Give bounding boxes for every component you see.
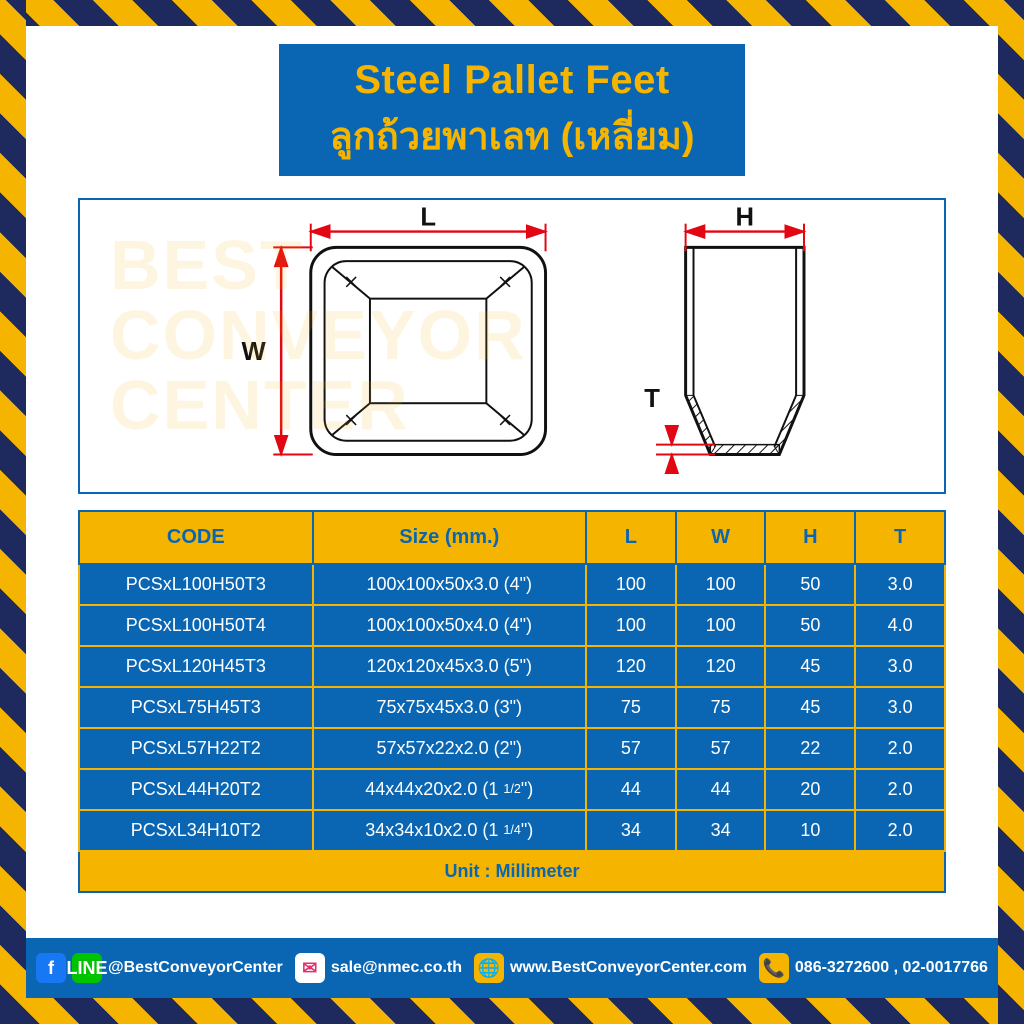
table-cell: 120 [586, 646, 676, 687]
table-cell: 57 [586, 728, 676, 769]
table-cell: 100 [586, 605, 676, 646]
phone-icon: 📞 [759, 953, 789, 983]
globe-icon: 🌐 [474, 953, 504, 983]
table-cell: 2.0 [855, 810, 945, 851]
table-header: T [855, 511, 945, 564]
unit-row: Unit : Millimeter [79, 851, 945, 892]
content-area: Steel Pallet Feet ลูกถ้วยพาเลท (เหลี่ยม)… [26, 26, 998, 998]
footer-email: ✉ sale@nmec.co.th [295, 953, 462, 983]
spec-table: CODESize (mm.)LWHT PCSxL100H50T3100x100x… [78, 510, 946, 893]
table-cell: PCSxL44H20T2 [79, 769, 313, 810]
title-line2: ลูกถ้วยพาเลท (เหลี่ยม) [329, 105, 694, 166]
table-cell: 44x44x20x2.0 (1 1/2") [313, 769, 586, 810]
table-cell: 34 [676, 810, 766, 851]
table-cell: 45 [765, 687, 855, 728]
table-cell: PCSxL120H45T3 [79, 646, 313, 687]
table-row: PCSxL75H45T375x75x45x3.0 (3")7575453.0 [79, 687, 945, 728]
table-cell: 75 [676, 687, 766, 728]
table-row: PCSxL44H20T244x44x20x2.0 (1 1/2")4444202… [79, 769, 945, 810]
table-header: CODE [79, 511, 313, 564]
social-handle: @BestConveyorCenter [108, 959, 283, 977]
table-cell: 100 [676, 605, 766, 646]
table-cell: 50 [765, 605, 855, 646]
table-cell: PCSxL57H22T2 [79, 728, 313, 769]
table-row: PCSxL100H50T4100x100x50x4.0 (4")10010050… [79, 605, 945, 646]
table-cell: 120 [676, 646, 766, 687]
footer-phone: 📞 086-3272600 , 02-0017766 [759, 953, 988, 983]
table-cell: 34 [586, 810, 676, 851]
label-H: H [736, 204, 755, 232]
table-header: Size (mm.) [313, 511, 586, 564]
website-text: www.BestConveyorCenter.com [510, 959, 747, 977]
title-line1: Steel Pallet Feet [329, 58, 694, 103]
mail-icon: ✉ [295, 953, 325, 983]
table-cell: 57x57x22x2.0 (2") [313, 728, 586, 769]
table-cell: 22 [765, 728, 855, 769]
table-cell: 100x100x50x4.0 (4") [313, 605, 586, 646]
table-cell: PCSxL75H45T3 [79, 687, 313, 728]
table-cell: 100 [586, 564, 676, 605]
table-cell: 2.0 [855, 769, 945, 810]
footer-bar: f LINE @BestConveyorCenter ✉ sale@nmec.c… [26, 938, 998, 998]
table-cell: 120x120x45x3.0 (5") [313, 646, 586, 687]
email-text: sale@nmec.co.th [331, 959, 462, 977]
table-cell: 34x34x10x2.0 (1 1/4") [313, 810, 586, 851]
title-box: Steel Pallet Feet ลูกถ้วยพาเลท (เหลี่ยม) [279, 44, 744, 176]
table-cell: PCSxL100H50T4 [79, 605, 313, 646]
table-cell: 75x75x45x3.0 (3") [313, 687, 586, 728]
table-cell: 100x100x50x3.0 (4") [313, 564, 586, 605]
table-row: PCSxL120H45T3120x120x45x3.0 (5")12012045… [79, 646, 945, 687]
table-header-row: CODESize (mm.)LWHT [79, 511, 945, 564]
table-cell: 3.0 [855, 646, 945, 687]
table-header: L [586, 511, 676, 564]
unit-label: Unit : Millimeter [79, 851, 945, 892]
table-cell: 44 [676, 769, 766, 810]
line-icon: LINE [72, 953, 102, 983]
label-T: T [644, 385, 660, 413]
table-cell: 50 [765, 564, 855, 605]
phone-text: 086-3272600 , 02-0017766 [795, 959, 988, 977]
table-cell: 3.0 [855, 687, 945, 728]
table-cell: 44 [586, 769, 676, 810]
diagram-panel: BEST CONVEYOR CENTER [78, 198, 946, 494]
table-cell: 3.0 [855, 564, 945, 605]
table-cell: 10 [765, 810, 855, 851]
table-header: W [676, 511, 766, 564]
table-cell: 2.0 [855, 728, 945, 769]
table-row: PCSxL100H50T3100x100x50x3.0 (4")10010050… [79, 564, 945, 605]
facebook-icon: f [36, 953, 66, 983]
table-cell: 4.0 [855, 605, 945, 646]
footer-social: f LINE @BestConveyorCenter [36, 953, 283, 983]
table-cell: PCSxL100H50T3 [79, 564, 313, 605]
table-header: H [765, 511, 855, 564]
table-cell: 45 [765, 646, 855, 687]
dimension-diagram: L W H [80, 200, 944, 492]
label-W: W [241, 338, 266, 366]
table-cell: PCSxL34H10T2 [79, 810, 313, 851]
label-L: L [420, 204, 436, 232]
table-cell: 75 [586, 687, 676, 728]
table-cell: 57 [676, 728, 766, 769]
table-row: PCSxL34H10T234x34x10x2.0 (1 1/4")3434102… [79, 810, 945, 851]
table-cell: 100 [676, 564, 766, 605]
table-cell: 20 [765, 769, 855, 810]
table-row: PCSxL57H22T257x57x22x2.0 (2")5757222.0 [79, 728, 945, 769]
footer-website: 🌐 www.BestConveyorCenter.com [474, 953, 747, 983]
